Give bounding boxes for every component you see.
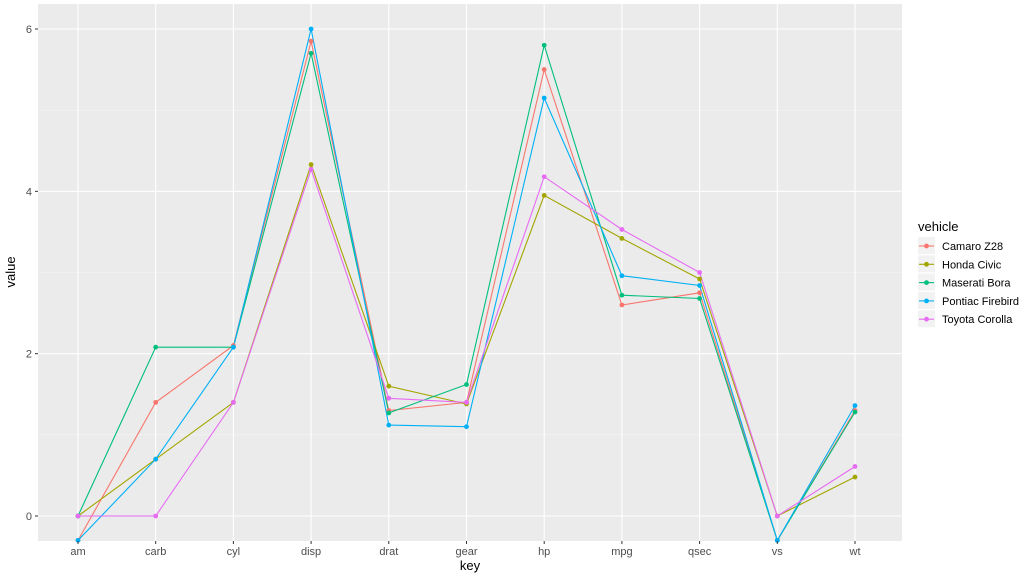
y-axis-title: value — [3, 256, 18, 287]
data-point — [619, 273, 625, 279]
x-tick-label: mpg — [611, 546, 632, 558]
legend-label: Maserati Bora — [942, 278, 1011, 290]
legend-key-point — [924, 298, 929, 304]
x-tick-label: carb — [145, 546, 166, 558]
data-point — [308, 38, 314, 44]
minor-gridlines — [38, 109, 902, 436]
data-point — [308, 50, 314, 56]
data-point — [231, 344, 236, 350]
data-point — [697, 283, 702, 288]
data-point — [697, 290, 702, 296]
data-point — [386, 383, 392, 389]
x-tick-label: gear — [455, 546, 477, 558]
data-point — [541, 42, 547, 48]
data-point — [541, 67, 547, 72]
legend-label: Toyota Corolla — [942, 314, 1013, 326]
data-point — [697, 270, 702, 275]
data-point — [541, 192, 547, 198]
legend-label: Pontiac Firebird — [942, 296, 1019, 308]
data-point — [153, 456, 159, 462]
y-tick-label: 6 — [26, 24, 32, 36]
data-point — [386, 410, 392, 416]
data-point — [75, 513, 81, 519]
data-point — [386, 422, 392, 428]
data-point — [464, 399, 469, 405]
data-point — [619, 302, 625, 308]
legend-items: Camaro Z28 Honda Civic Maserati Bora Pontia… — [918, 237, 1019, 328]
x-axis-title: key — [460, 558, 481, 573]
legend-key-point — [924, 261, 929, 267]
y-axis: 0 2 4 6 — [26, 24, 38, 523]
data-point — [308, 162, 314, 167]
x-tick-label: disp — [301, 546, 321, 558]
data-point — [464, 382, 469, 387]
data-point — [774, 513, 780, 519]
data-point — [541, 174, 547, 180]
x-tick-label: wt — [849, 546, 861, 558]
data-point — [852, 403, 858, 409]
data-point — [852, 409, 858, 415]
x-tick-label: am — [70, 546, 85, 558]
data-point — [308, 167, 314, 172]
data-point — [464, 424, 469, 430]
x-tick-label: cyl — [227, 546, 240, 558]
legend-title: vehicle — [918, 219, 958, 234]
y-tick-label: 4 — [26, 186, 32, 198]
data-point — [852, 464, 858, 469]
data-point — [153, 399, 159, 405]
series-points — [75, 26, 858, 543]
data-point — [153, 344, 159, 350]
data-point — [231, 399, 236, 405]
legend: vehicle Camaro Z28 Honda Civic Maserati Bo… — [918, 219, 1019, 328]
data-point — [619, 292, 625, 298]
x-tick-label: hp — [538, 546, 550, 558]
legend-label: Camaro Z28 — [942, 241, 1003, 253]
data-point — [619, 236, 625, 241]
data-point — [308, 26, 314, 32]
x-tick-label: drat — [379, 546, 398, 558]
data-point — [697, 276, 702, 282]
major-gridlines — [38, 4, 902, 541]
y-tick-label: 0 — [26, 511, 32, 523]
data-point — [386, 395, 392, 401]
legend-key-point — [924, 316, 929, 322]
legend-key-point — [924, 243, 929, 249]
x-axis: am carb cyl disp drat gear hp mpg qsec vs wt — [70, 541, 861, 558]
data-point — [153, 513, 159, 519]
data-point — [541, 95, 547, 101]
data-point — [697, 296, 702, 301]
data-point — [852, 474, 858, 480]
x-tick-label: vs — [772, 546, 784, 558]
data-point — [75, 537, 81, 543]
x-tick-label: qsec — [688, 546, 712, 558]
data-point — [774, 537, 780, 543]
y-tick-label: 2 — [26, 349, 32, 361]
legend-label: Honda Civic — [942, 259, 1002, 271]
data-point — [619, 227, 625, 232]
legend-key-point — [924, 280, 929, 285]
